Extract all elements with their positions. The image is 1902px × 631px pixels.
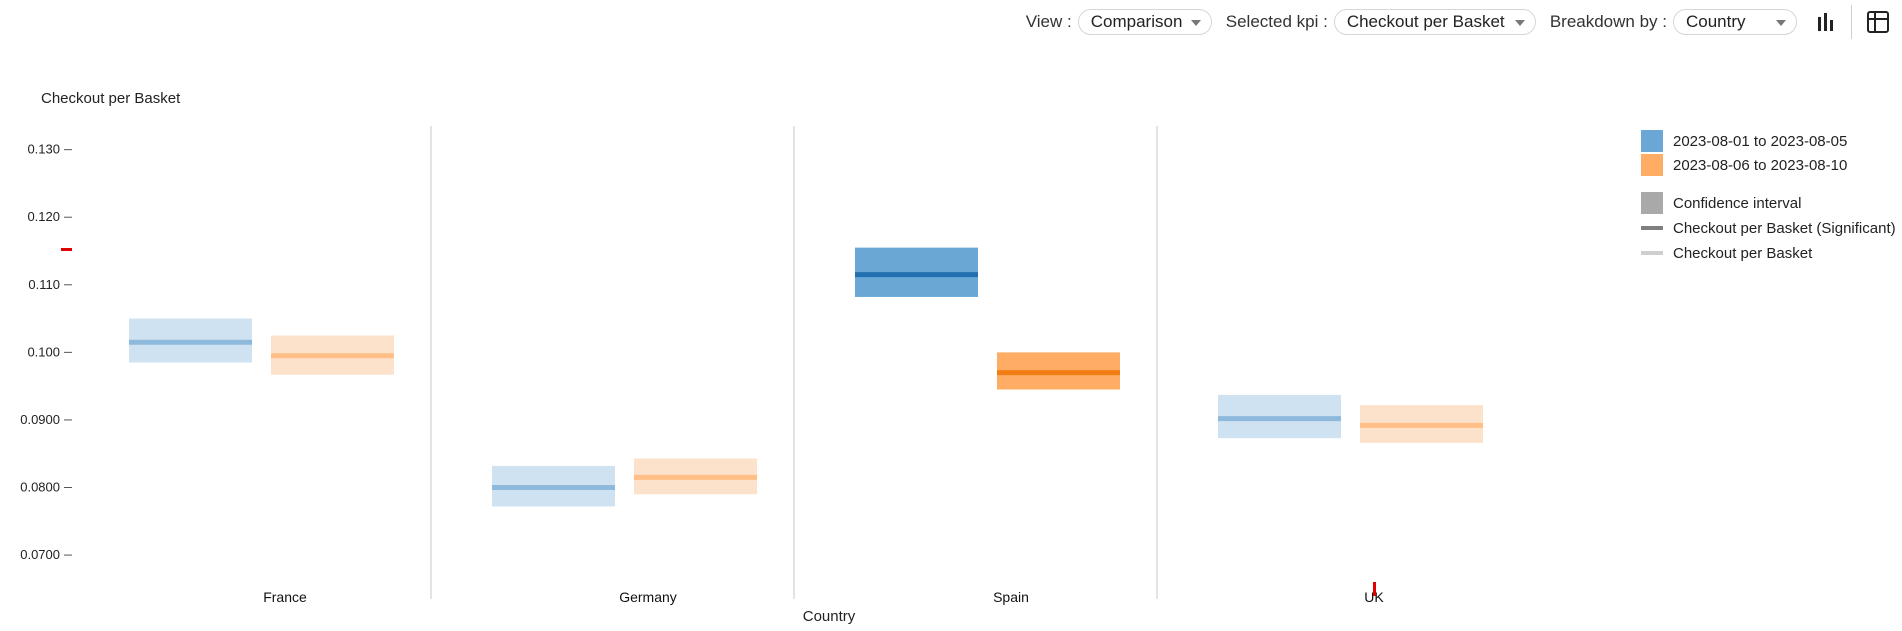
chart-legend[interactable]: 2023-08-01 to 2023-08-05 2023-08-06 to 20… (1641, 130, 1896, 262)
red-markers (61, 248, 1376, 596)
y-tick-label: 0.130 (27, 142, 60, 157)
y-axis-red-marker (61, 248, 72, 251)
table-icon (1867, 11, 1889, 33)
view-select-value: Comparison (1090, 12, 1183, 31)
x-axis-red-marker (1373, 582, 1376, 596)
breakdown-select-value: Country (1686, 12, 1746, 31)
category-dividers (430, 126, 1158, 599)
bar-chart-button[interactable] (1811, 6, 1843, 38)
breakdown-select[interactable]: Country (1673, 9, 1797, 35)
chevron-down-icon (1776, 20, 1786, 26)
chevron-down-icon (1190, 20, 1201, 26)
bar-chart-icon (1818, 13, 1833, 31)
y-tick-label: 0.0700 (20, 547, 60, 562)
breakdown-label: Breakdown by : (1549, 12, 1667, 31)
view-label: View : (1025, 12, 1072, 31)
toolbar: View : Comparison Selected kpi : Checkou… (1025, 5, 1894, 39)
category-label-spain: Spain (993, 589, 1029, 605)
legend-line (1641, 251, 1663, 255)
legend-label[interactable]: 2023-08-01 to 2023-08-05 (1673, 133, 1847, 150)
legend-label[interactable]: Checkout per Basket (Significant) (1673, 220, 1896, 237)
legend-swatch (1641, 192, 1663, 214)
legend-label[interactable]: Confidence interval (1673, 195, 1801, 212)
y-tick-label: 0.110 (28, 277, 60, 292)
kpi-label: Selected kpi : (1225, 12, 1328, 31)
y-tick-label: 0.100 (27, 344, 60, 359)
y-tick-label: 0.0800 (20, 480, 60, 495)
category-label-uk: UK (1364, 589, 1384, 605)
chevron-down-icon (1514, 20, 1525, 26)
kpi-select[interactable]: Checkout per Basket (1333, 9, 1536, 35)
legend-label[interactable]: 2023-08-06 to 2023-08-10 (1673, 157, 1847, 174)
table-view-button[interactable] (1862, 6, 1894, 38)
y-axis: 0.130 0.120 0.110 0.100 0.0900 0.0800 0.0700 (20, 142, 72, 562)
category-label-france: France (263, 589, 307, 605)
category-label-germany: Germany (619, 589, 677, 605)
x-axis-title: Country (803, 608, 856, 625)
legend-swatch (1641, 154, 1663, 176)
view-select[interactable]: Comparison (1077, 9, 1212, 35)
legend-line (1641, 226, 1663, 230)
toolbar-divider (1851, 5, 1852, 39)
y-tick-label: 0.120 (27, 209, 60, 224)
kpi-select-value: Checkout per Basket (1346, 12, 1505, 31)
category-labels: France Germany Spain UK (263, 589, 1384, 605)
y-axis-title: Checkout per Basket (41, 90, 181, 107)
y-tick-label: 0.0900 (20, 412, 60, 427)
legend-label[interactable]: Checkout per Basket (1673, 245, 1813, 262)
legend-swatch (1641, 130, 1663, 152)
chart-marks (129, 247, 1483, 507)
